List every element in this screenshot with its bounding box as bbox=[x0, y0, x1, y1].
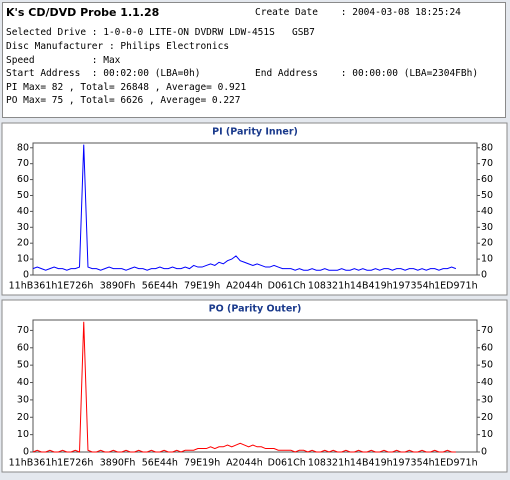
y-tick-label: 50 bbox=[481, 190, 493, 201]
x-tick-label: 108321h bbox=[308, 458, 350, 469]
y-tick-label: 40 bbox=[17, 377, 29, 388]
x-tick-label: 14B419h bbox=[350, 458, 393, 469]
data-line bbox=[32, 144, 457, 271]
x-tick-label: 14B419h bbox=[350, 281, 393, 292]
y-tick-label: 0 bbox=[481, 447, 487, 458]
x-tick-label: 1E726h bbox=[57, 458, 93, 469]
create-date: Create Date : 2004-03-08 18:25:24 bbox=[255, 7, 461, 18]
y-tick-label: 30 bbox=[481, 222, 493, 233]
x-tick-label: 108321h bbox=[308, 281, 350, 292]
x-tick-label: D061Ch bbox=[268, 281, 306, 292]
y-tick-label: 10 bbox=[481, 429, 493, 440]
info-line: PO Max= 75 , Total= 6626 , Average= 0.22… bbox=[6, 95, 241, 106]
info-line: Selected Drive : 1-0-0-0 LITE-ON DVDRW L… bbox=[6, 27, 315, 38]
y-tick-label: 0 bbox=[23, 270, 29, 281]
y-tick-label: 70 bbox=[481, 158, 493, 169]
y-tick-label: 10 bbox=[17, 429, 29, 440]
y-tick-label: 30 bbox=[481, 394, 493, 405]
y-tick-label: 80 bbox=[17, 142, 29, 153]
y-tick-label: 20 bbox=[481, 238, 493, 249]
y-tick-label: 50 bbox=[481, 360, 493, 371]
x-tick-label: 56E44h bbox=[142, 281, 178, 292]
y-tick-label: 40 bbox=[481, 377, 493, 388]
x-tick-label: 1E726h bbox=[57, 281, 93, 292]
plot-area bbox=[32, 319, 478, 453]
x-tick-label: 79E19h bbox=[184, 281, 220, 292]
y-tick-label: 80 bbox=[481, 142, 493, 153]
y-tick-label: 10 bbox=[481, 254, 493, 265]
info-line: Disc Manufacturer : Philips Electronics bbox=[6, 41, 230, 52]
y-tick-label: 30 bbox=[17, 394, 29, 405]
y-tick-label: 0 bbox=[23, 447, 29, 458]
chart-title: PO (Parity Outer) bbox=[209, 304, 302, 315]
y-tick-label: 60 bbox=[17, 342, 29, 353]
y-tick-label: 40 bbox=[17, 206, 29, 217]
x-tick-label: 197354h bbox=[392, 458, 434, 469]
info-line: PI Max= 82 , Total= 26848 , Average= 0.9… bbox=[6, 82, 247, 93]
y-tick-label: 20 bbox=[481, 412, 493, 423]
y-tick-label: 40 bbox=[481, 206, 493, 217]
x-tick-label: 1ED971h bbox=[434, 458, 478, 469]
x-tick-label: 197354h bbox=[392, 281, 434, 292]
data-line bbox=[32, 321, 456, 453]
y-tick-label: 70 bbox=[17, 158, 29, 169]
info-line: Start Address : 00:02:00 (LBA=0h) bbox=[6, 68, 201, 79]
x-tick-label: 11hB361h bbox=[9, 281, 58, 292]
y-tick-label: 50 bbox=[17, 190, 29, 201]
x-tick-label: A2044h bbox=[226, 458, 263, 469]
x-tick-label: 79E19h bbox=[184, 458, 220, 469]
y-tick-label: 0 bbox=[481, 270, 487, 281]
x-tick-label: 1ED971h bbox=[434, 281, 478, 292]
y-tick-label: 20 bbox=[17, 238, 29, 249]
x-tick-label: 3890Fh bbox=[100, 281, 136, 292]
info-line: End Address : 00:00:00 (LBA=2304FBh) bbox=[255, 68, 479, 79]
x-tick-label: 3890Fh bbox=[100, 458, 136, 469]
y-tick-label: 10 bbox=[17, 254, 29, 265]
y-tick-label: 30 bbox=[17, 222, 29, 233]
y-tick-label: 60 bbox=[481, 342, 493, 353]
y-tick-label: 70 bbox=[481, 325, 493, 336]
plot-area bbox=[32, 142, 478, 276]
y-tick-label: 60 bbox=[17, 174, 29, 185]
chart-title: PI (Parity Inner) bbox=[212, 127, 298, 138]
y-tick-label: 60 bbox=[481, 174, 493, 185]
x-tick-label: 56E44h bbox=[142, 458, 178, 469]
x-tick-label: A2044h bbox=[226, 281, 263, 292]
info-line: Speed : Max bbox=[6, 55, 121, 66]
x-tick-label: 11hB361h bbox=[9, 458, 58, 469]
y-tick-label: 70 bbox=[17, 325, 29, 336]
info-panel: K's CD/DVD Probe 1.1.28 Create Date : 20… bbox=[2, 2, 506, 118]
y-tick-label: 20 bbox=[17, 412, 29, 423]
app-title: K's CD/DVD Probe 1.1.28 bbox=[6, 6, 160, 19]
y-tick-label: 50 bbox=[17, 360, 29, 371]
x-tick-label: D061Ch bbox=[268, 458, 306, 469]
